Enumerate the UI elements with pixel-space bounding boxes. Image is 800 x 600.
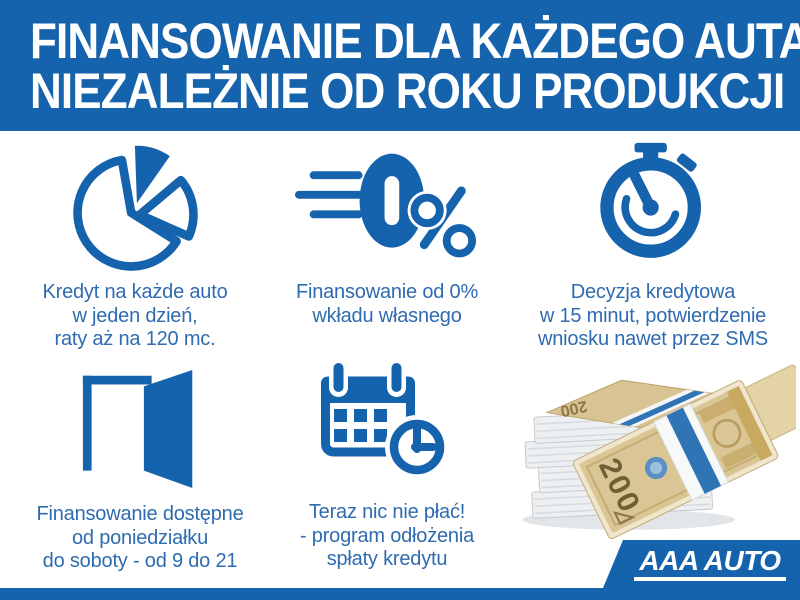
aaa-auto-logo-text: AAA AUTO	[634, 547, 786, 581]
feature-opening-hours: Finansowanie dostępne od poniedziałku do…	[15, 360, 265, 574]
feature-zero-percent: Finansowanie od 0% wkładu własnego	[258, 138, 516, 328]
feature-caption: Finansowanie od 0% wkładu własnego	[295, 281, 479, 327]
feature-credit-decision: Decyzja kredytowa w 15 minut, potwierdze…	[518, 138, 788, 352]
feature-caption: Teraz nic nie płać! - program odłożenia …	[299, 501, 475, 570]
banknote-value-top: 200	[559, 397, 589, 421]
aaa-auto-logo	[0, 530, 800, 600]
feature-deferred-payment: Teraz nic nie płać! - program odłożenia …	[263, 358, 511, 572]
pie-chart-icon	[68, 138, 202, 276]
header-title-line2: NIEZALEŻNIE OD ROKU PRODUKCJI	[30, 63, 785, 119]
calendar-clock-icon	[321, 358, 453, 496]
open-door-icon	[80, 360, 201, 498]
zero-percent-icon	[294, 138, 480, 276]
feature-caption: Kredyt na każde auto w jeden dzień, raty…	[42, 281, 228, 350]
logo-ribbon-shape	[598, 540, 800, 600]
banknotes-photo: 200 200	[512, 360, 800, 542]
header-banner: FINANSOWANIE DLA KAŻDEGO AUTA NIEZALEŻNI…	[0, 0, 800, 131]
feature-credit-any-car: Kredyt na każde auto w jeden dzień, raty…	[10, 138, 260, 352]
feature-caption: Finansowanie dostępne od poniedziałku do…	[36, 503, 244, 572]
header-title-line1: FINANSOWANIE DLA KAŻDEGO AUTA	[30, 13, 800, 69]
feature-caption: Decyzja kredytowa w 15 minut, potwierdze…	[538, 281, 768, 350]
stopwatch-icon	[587, 138, 720, 276]
